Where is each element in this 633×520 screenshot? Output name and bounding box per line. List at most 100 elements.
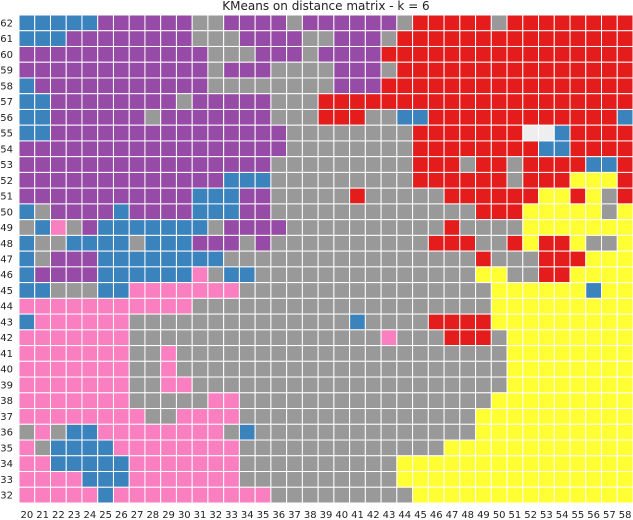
heatmap-cell (112, 108, 130, 126)
heatmap-cell (443, 408, 461, 425)
heatmap-cell (81, 187, 99, 205)
heatmap-cell (317, 392, 335, 410)
heatmap-cell (270, 124, 288, 142)
heatmap-cell (616, 77, 633, 95)
heatmap-cell (412, 93, 429, 110)
heatmap-cell (427, 423, 445, 441)
heatmap-cell (412, 14, 429, 32)
heatmap-cell (175, 108, 193, 126)
heatmap-cell (207, 360, 225, 378)
heatmap-cell (522, 376, 540, 394)
heatmap-cell (238, 282, 256, 299)
heatmap-cell (207, 171, 225, 189)
heatmap-cell (317, 266, 335, 284)
y-tick-label: 41 (0, 349, 13, 360)
y-tick-label: 51 (0, 192, 13, 203)
heatmap-cell (112, 439, 130, 457)
heatmap-cell (490, 423, 508, 441)
heatmap-cell (160, 203, 177, 221)
heatmap-cell (81, 140, 99, 158)
heatmap-cell (553, 486, 571, 504)
heatmap-cell (270, 376, 288, 394)
heatmap-cell (601, 187, 618, 205)
heatmap-cell (506, 250, 524, 268)
heatmap-cell (427, 439, 445, 457)
heatmap-cell (459, 329, 477, 347)
x-tick-label: 20 (21, 510, 34, 520)
heatmap-cell (270, 203, 288, 221)
heatmap-cell (569, 360, 587, 378)
heatmap-cell (616, 329, 633, 347)
heatmap-cell (380, 171, 398, 189)
heatmap-cell (207, 187, 225, 205)
heatmap-cell (364, 219, 382, 236)
heatmap-cell (475, 124, 492, 142)
heatmap-cell (412, 376, 429, 394)
heatmap-cell (270, 77, 288, 95)
heatmap-cell (616, 345, 633, 362)
heatmap-cell (254, 203, 272, 221)
heatmap-cell (97, 282, 114, 299)
heatmap-cell (286, 313, 303, 331)
heatmap-cell (522, 250, 540, 268)
heatmap-cell (207, 30, 225, 47)
x-tick-label: 34 (241, 510, 254, 520)
heatmap-cell (81, 408, 99, 425)
heatmap-cell (427, 187, 445, 205)
heatmap-cell (81, 376, 99, 394)
heatmap-cell (427, 156, 445, 173)
heatmap-cell (475, 282, 492, 299)
heatmap-cell (301, 219, 319, 236)
heatmap-cell (490, 108, 508, 126)
heatmap-cell (81, 77, 99, 95)
heatmap-cell (65, 124, 83, 142)
heatmap-cell (553, 124, 571, 142)
heatmap-cell (81, 45, 99, 63)
heatmap-cell (490, 266, 508, 284)
heatmap-cell (396, 203, 414, 221)
heatmap-cell (34, 156, 51, 173)
heatmap-cell (443, 250, 461, 268)
heatmap-cell (270, 61, 288, 79)
x-tick-label: 27 (131, 510, 144, 520)
heatmap-cell (34, 360, 51, 378)
heatmap-cell (175, 61, 193, 79)
heatmap-cell (427, 203, 445, 221)
heatmap-cell (349, 61, 366, 79)
heatmap-cell (160, 45, 177, 63)
heatmap-cell (238, 329, 256, 347)
heatmap-cell (160, 392, 177, 410)
heatmap-cell (553, 171, 571, 189)
heatmap-cell (443, 156, 461, 173)
heatmap-cell (601, 124, 618, 142)
y-tick-label: 58 (0, 81, 13, 92)
heatmap-cell (475, 329, 492, 347)
heatmap-cell (49, 392, 67, 410)
heatmap-cell (191, 345, 209, 362)
heatmap-cell (238, 455, 256, 473)
heatmap-cell (380, 203, 398, 221)
heatmap-cell (349, 140, 366, 158)
heatmap-cell (175, 156, 193, 173)
heatmap-cell (601, 140, 618, 158)
heatmap-cell (128, 156, 146, 173)
heatmap-cell (49, 203, 67, 221)
heatmap-cell (538, 423, 555, 441)
heatmap-cell (207, 234, 225, 252)
heatmap-cell (270, 282, 288, 299)
heatmap-cell (34, 471, 51, 488)
heatmap-cell (506, 392, 524, 410)
y-tick-label: 36 (0, 428, 13, 439)
heatmap-cell (254, 392, 272, 410)
heatmap-cell (223, 187, 240, 205)
heatmap-cell (553, 14, 571, 32)
heatmap-cell (459, 266, 477, 284)
heatmap-cell (538, 45, 555, 63)
heatmap-cell (380, 297, 398, 315)
heatmap-cell (616, 203, 633, 221)
heatmap-cell (81, 313, 99, 331)
heatmap-cell (144, 140, 162, 158)
heatmap-cell (238, 45, 256, 63)
y-tick-label: 40 (0, 365, 13, 376)
heatmap-cell (18, 219, 36, 236)
